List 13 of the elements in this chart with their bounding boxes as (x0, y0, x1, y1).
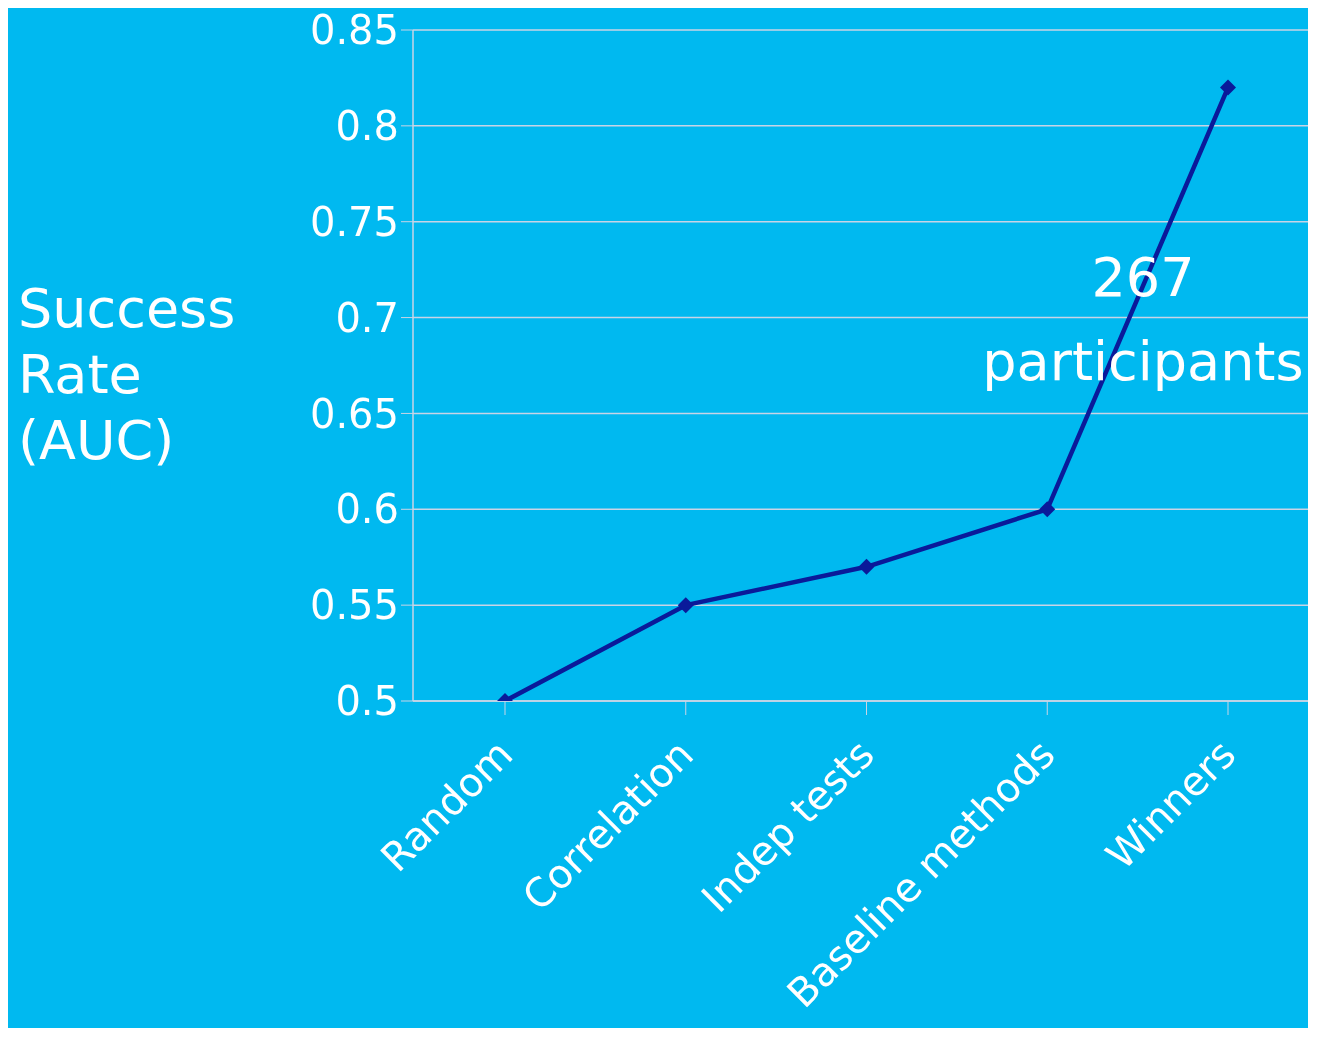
point (858, 558, 875, 575)
y-tick-label: 0.7 (335, 294, 399, 341)
y-tick-label: 0.8 (335, 103, 399, 150)
point (1039, 501, 1056, 518)
point (677, 597, 694, 614)
y-tick-label: 0.85 (309, 7, 399, 54)
y-tick-label: 0.75 (309, 198, 399, 245)
point (1220, 79, 1236, 96)
y-tick-label: 0.55 (309, 582, 399, 629)
y-tick-label: 0.5 (335, 678, 399, 725)
y-tick-label: 0.6 (335, 486, 399, 533)
y-tick-label: 0.65 (309, 390, 399, 437)
y-axis-title: Success Rate (AUC) (18, 276, 237, 474)
